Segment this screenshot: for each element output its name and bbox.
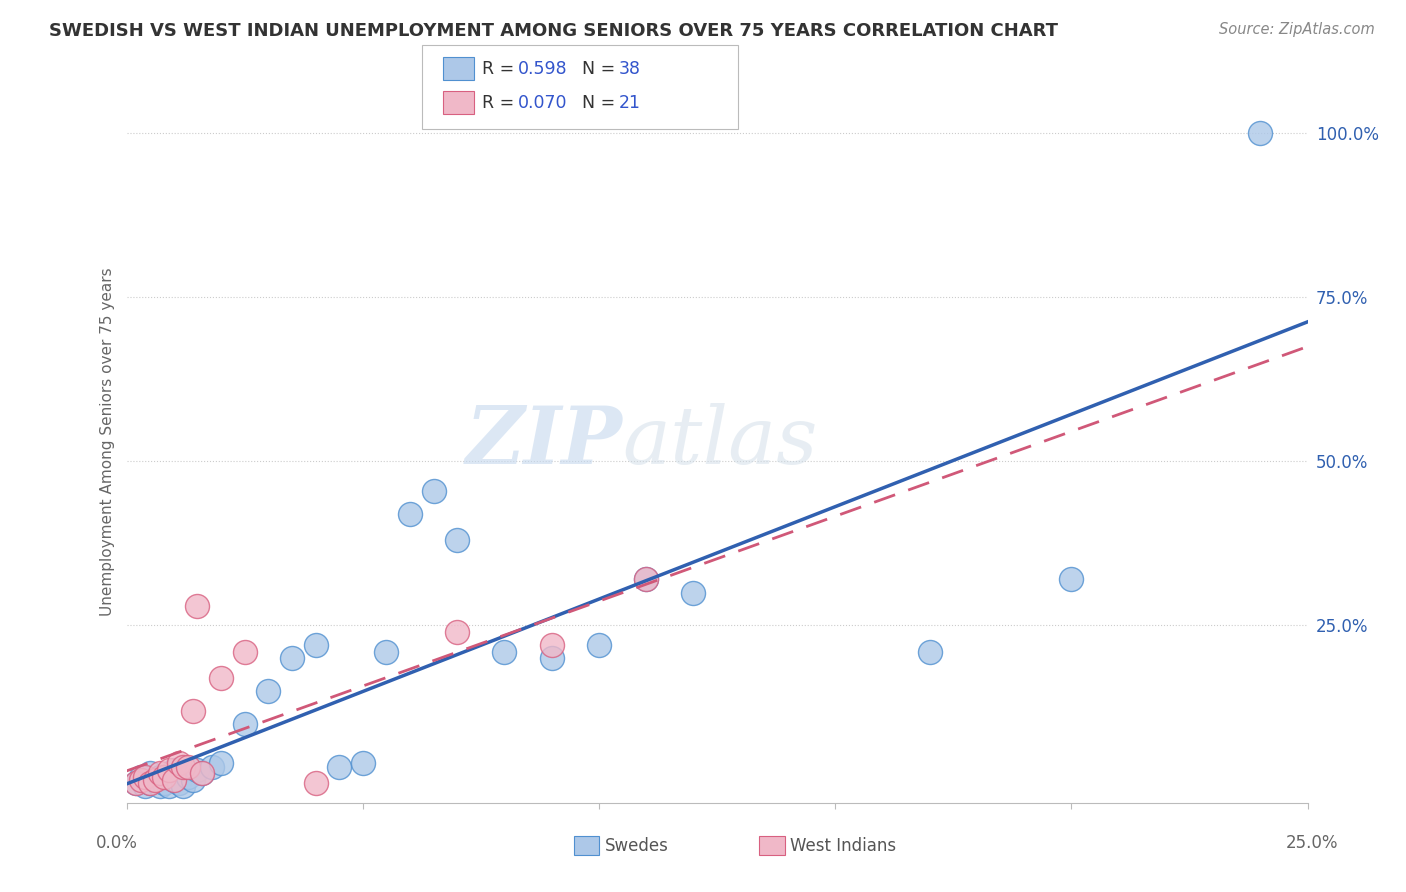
Point bbox=[540, 638, 562, 652]
Point bbox=[422, 483, 444, 498]
Point bbox=[177, 760, 200, 774]
Text: 21: 21 bbox=[619, 94, 641, 112]
Text: 25.0%: 25.0% bbox=[1286, 834, 1339, 852]
Point bbox=[494, 645, 516, 659]
Point bbox=[125, 776, 148, 790]
Point bbox=[191, 766, 214, 780]
Point bbox=[129, 770, 152, 784]
Point bbox=[134, 780, 156, 794]
Point bbox=[172, 780, 194, 794]
Text: 0.070: 0.070 bbox=[517, 94, 567, 112]
Point bbox=[129, 772, 152, 787]
Point bbox=[186, 763, 208, 777]
Point bbox=[446, 533, 468, 547]
Point bbox=[304, 638, 326, 652]
Point bbox=[918, 645, 941, 659]
Point bbox=[375, 645, 398, 659]
Text: West Indians: West Indians bbox=[790, 837, 896, 855]
Point bbox=[191, 766, 214, 780]
Point bbox=[636, 573, 658, 587]
Text: R =: R = bbox=[482, 60, 520, 78]
Point bbox=[281, 651, 304, 665]
Point bbox=[153, 776, 176, 790]
Point bbox=[186, 599, 208, 613]
Point bbox=[163, 763, 186, 777]
Text: N =: N = bbox=[571, 60, 620, 78]
Text: atlas: atlas bbox=[623, 403, 818, 480]
Point bbox=[209, 756, 232, 771]
Point bbox=[139, 776, 162, 790]
Point bbox=[540, 651, 562, 665]
Point bbox=[149, 770, 172, 784]
Text: Source: ZipAtlas.com: Source: ZipAtlas.com bbox=[1219, 22, 1375, 37]
Text: 38: 38 bbox=[619, 60, 641, 78]
Point bbox=[149, 766, 172, 780]
Text: Swedes: Swedes bbox=[605, 837, 668, 855]
Point bbox=[209, 671, 232, 685]
Text: 0.598: 0.598 bbox=[517, 60, 567, 78]
Text: 0.0%: 0.0% bbox=[96, 834, 138, 852]
Point bbox=[134, 770, 156, 784]
Point bbox=[446, 625, 468, 640]
Point bbox=[682, 585, 704, 599]
Point bbox=[125, 776, 148, 790]
Point bbox=[139, 766, 162, 780]
Point bbox=[167, 756, 190, 771]
Point bbox=[157, 763, 180, 777]
Point bbox=[1249, 126, 1271, 140]
Point bbox=[163, 772, 186, 787]
Point bbox=[181, 772, 204, 787]
Point bbox=[143, 772, 166, 787]
Point bbox=[153, 770, 176, 784]
Point bbox=[304, 776, 326, 790]
Point bbox=[588, 638, 610, 652]
Point bbox=[149, 780, 172, 794]
Point bbox=[257, 684, 280, 698]
Point bbox=[233, 717, 256, 731]
Text: SWEDISH VS WEST INDIAN UNEMPLOYMENT AMONG SENIORS OVER 75 YEARS CORRELATION CHAR: SWEDISH VS WEST INDIAN UNEMPLOYMENT AMON… bbox=[49, 22, 1059, 40]
Text: R =: R = bbox=[482, 94, 520, 112]
Point bbox=[163, 772, 186, 787]
Point bbox=[233, 645, 256, 659]
Point bbox=[200, 760, 222, 774]
Point bbox=[636, 573, 658, 587]
Point bbox=[157, 780, 180, 794]
Point bbox=[1060, 573, 1083, 587]
Point bbox=[181, 704, 204, 718]
Y-axis label: Unemployment Among Seniors over 75 years: Unemployment Among Seniors over 75 years bbox=[100, 268, 115, 615]
Text: N =: N = bbox=[571, 94, 620, 112]
Text: ZIP: ZIP bbox=[465, 403, 623, 480]
Point bbox=[172, 760, 194, 774]
Point bbox=[177, 770, 200, 784]
Point bbox=[167, 776, 190, 790]
Point bbox=[328, 760, 350, 774]
Point bbox=[399, 507, 422, 521]
Point bbox=[139, 776, 162, 790]
Point bbox=[352, 756, 374, 771]
Point bbox=[143, 772, 166, 787]
